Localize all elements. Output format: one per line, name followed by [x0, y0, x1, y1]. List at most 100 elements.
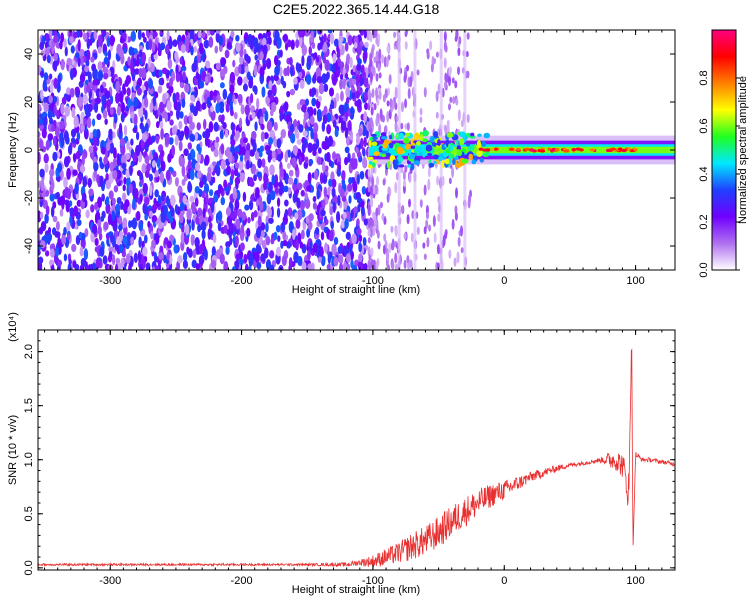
heatmap-cell	[43, 72, 49, 81]
heatmap-cell	[239, 242, 245, 252]
heatmap-cell	[323, 105, 328, 117]
snr-y-label: SNR (10 * v/v)	[7, 415, 19, 485]
heatmap-cell	[321, 256, 326, 264]
heatmap-cell	[275, 224, 281, 233]
heatmap-cell	[267, 153, 272, 163]
heatmap-cell	[178, 155, 185, 167]
heatmap-cell	[343, 261, 348, 270]
heatmap-cell	[66, 221, 71, 232]
heatmap-cell	[188, 153, 192, 162]
heatmap-cell	[120, 257, 125, 269]
heatmap-cell	[109, 107, 114, 115]
heatmap-cell	[194, 237, 200, 248]
heatmap-cell	[265, 95, 271, 105]
heatmap-cell	[165, 44, 170, 55]
heatmap-cell	[189, 104, 195, 113]
heatmap-cell	[313, 108, 317, 116]
heatmap-cell	[114, 243, 120, 252]
heatmap-cell	[301, 104, 307, 113]
heatmap-cell	[240, 224, 245, 234]
colorbar-gradient	[711, 29, 737, 271]
heatmap-cell	[233, 168, 239, 177]
heatmap-cell	[273, 121, 278, 131]
heatmap-cell	[139, 172, 144, 181]
heatmap-cell	[69, 68, 75, 81]
heatmap-cell	[141, 84, 145, 93]
heatmap-cell	[467, 197, 471, 209]
heatmap-cell	[259, 145, 265, 152]
heatmap-cell	[144, 155, 150, 165]
heatmap-cell	[152, 94, 157, 107]
heatmap-cell	[49, 243, 55, 250]
heatmap-cell	[213, 193, 219, 203]
heatmap-cell	[179, 213, 184, 224]
heatmap-cell	[127, 56, 131, 66]
x-tick-label: 100	[626, 575, 644, 587]
heatmap-cell	[87, 177, 92, 189]
heatmap-cell	[98, 246, 105, 257]
heatmap-cell	[290, 132, 296, 144]
heatmap-cell	[299, 98, 305, 106]
heatmap-cell	[370, 185, 374, 196]
heatmap-cell	[310, 30, 315, 38]
heatmap-cell	[423, 86, 427, 98]
heatmap-cell	[331, 178, 337, 188]
heatmap-cell	[284, 208, 289, 217]
heatmap-cell	[320, 246, 324, 258]
heatmap-cell	[47, 133, 54, 142]
heatmap-cell	[120, 144, 126, 156]
heatmap-cell	[101, 193, 105, 202]
heatmap-cell	[89, 132, 94, 139]
heatmap-cell	[93, 137, 98, 147]
heatmap-cell	[225, 206, 232, 217]
heatmap-cell	[39, 211, 44, 220]
snr-y-scale: (x10⁴)	[7, 312, 19, 342]
heatmap-cell	[63, 253, 68, 262]
heatmap-cell	[103, 56, 109, 65]
heatmap-cell	[296, 138, 302, 145]
heatmap-cell	[381, 114, 385, 123]
heatmap-cell	[199, 180, 204, 188]
heatmap-cell	[132, 197, 136, 210]
colorbar-tick-label: 0.0	[698, 262, 710, 277]
heatmap-cell	[249, 180, 255, 187]
heatmap-cell	[60, 58, 65, 71]
heatmap-cell	[69, 87, 75, 98]
heatmap-cell	[184, 125, 189, 136]
heatmap-cell	[64, 105, 71, 117]
heatmap-cell	[189, 133, 195, 141]
heatmap-cell	[375, 37, 379, 45]
heatmap-cell	[174, 135, 179, 146]
heatmap-cell	[265, 222, 269, 233]
heatmap-cell	[385, 56, 389, 68]
heatmap-cell	[178, 120, 183, 130]
heatmap-cell	[148, 78, 154, 90]
heatmap-cell	[40, 179, 45, 192]
heatmap-cell	[223, 224, 228, 234]
carrier-blob	[382, 141, 389, 149]
heatmap-cell	[362, 156, 367, 169]
heatmap-cell	[332, 151, 336, 160]
heatmap-cell	[346, 87, 350, 99]
heatmap-cell	[83, 83, 88, 95]
colorbar-ticks: 0.0 0.2 0.4 0.6 0.8	[698, 70, 740, 278]
heatmap-cell	[59, 120, 65, 130]
heatmap-cell	[154, 189, 159, 198]
heatmap-cell	[93, 68, 99, 81]
heatmap-cell	[391, 261, 395, 270]
heatmap-cell	[207, 166, 212, 174]
heatmap-cell	[400, 122, 404, 130]
carrier-blob	[448, 144, 454, 152]
x-tick-label: -300	[99, 275, 121, 287]
heatmap-cell	[94, 237, 99, 247]
heatmap-cell	[81, 154, 85, 166]
heatmap-cell	[390, 242, 394, 251]
heatmap-cell	[40, 240, 46, 249]
heatmap-cell	[340, 106, 345, 117]
heatmap-cell	[448, 177, 452, 185]
heatmap-cell	[235, 42, 241, 53]
heatmap-cell	[195, 100, 201, 112]
heatmap-cell	[38, 233, 41, 242]
heatmap-cell	[113, 113, 118, 124]
